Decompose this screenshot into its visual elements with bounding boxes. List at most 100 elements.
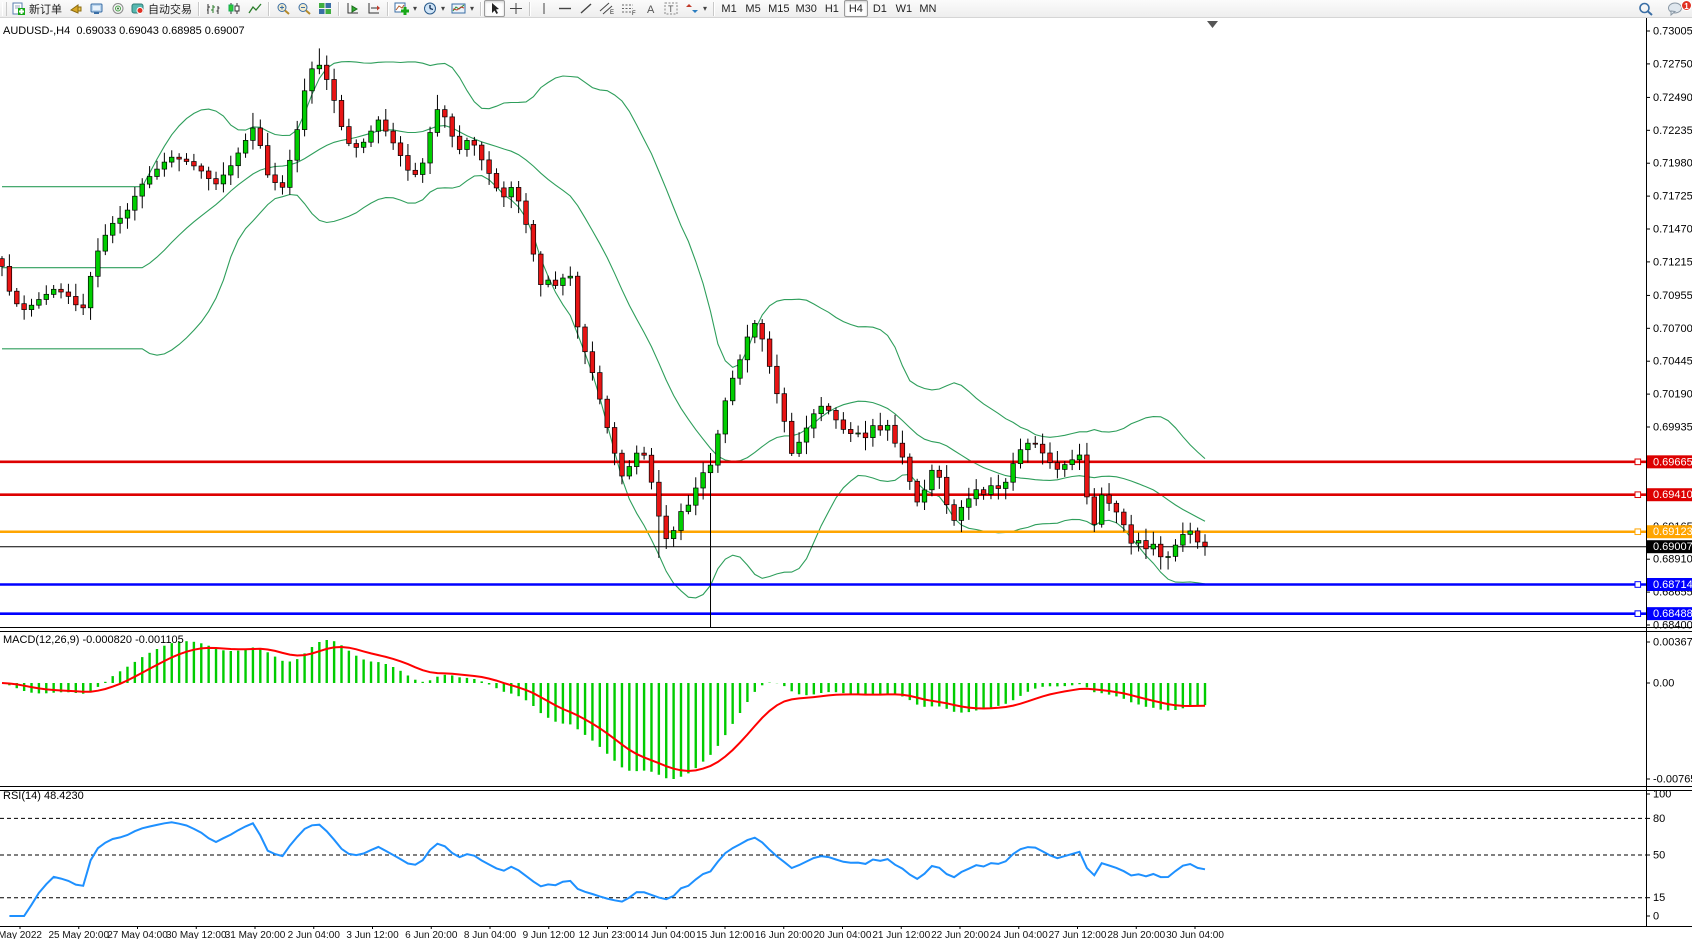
timeframe-group: M1 M5 M15 M30 H1 H4 D1 W1 MN	[717, 0, 940, 17]
timeframe-H4[interactable]: H4	[843, 0, 868, 17]
candle-down	[538, 253, 544, 285]
candle-down	[183, 158, 190, 162]
candle-up	[626, 466, 632, 477]
candle-up	[929, 469, 935, 491]
candle-down	[479, 144, 485, 161]
indicators-button[interactable]: ▾	[391, 0, 420, 17]
candle-up	[154, 168, 160, 177]
trendline-button[interactable]	[575, 0, 596, 17]
timeframe-M5[interactable]: M5	[745, 2, 761, 15]
equidistant-channel-button[interactable]: E	[596, 0, 618, 17]
timeframe-M15[interactable]: M15	[768, 2, 790, 15]
candle-down	[1194, 530, 1201, 543]
timeframe-M1[interactable]: M1	[721, 2, 737, 15]
toolbar-grip[interactable]	[2, 1, 7, 16]
candle-up	[1172, 544, 1179, 557]
arrows-icon	[685, 2, 699, 15]
candle-up	[870, 425, 876, 438]
zoom-in-button[interactable]	[272, 0, 293, 17]
toolbar-separator	[338, 1, 339, 16]
svg-text:F: F	[632, 11, 636, 15]
candle-up	[1010, 463, 1016, 483]
periods-button[interactable]: ▾	[420, 0, 448, 17]
timeframe-H1[interactable]: H1	[824, 2, 839, 15]
chat-button[interactable]: 1	[1664, 0, 1692, 18]
line-handle[interactable]	[1634, 528, 1642, 536]
candle-down	[530, 224, 537, 255]
macd-indicator-label: MACD(12,26,9) -0.000820 -0.001105	[3, 634, 184, 646]
candle-up	[730, 377, 736, 402]
rsi-axis-label: 15	[1653, 892, 1665, 904]
chart-window[interactable]: 0.73005 0.72750 0.72490 0.72235 0.71980 0.717…	[0, 18, 1692, 939]
candle-down	[353, 143, 359, 148]
time-axis-label: 3 Jun 12:00	[346, 930, 399, 939]
zoom-out-icon	[297, 2, 311, 15]
arrows-button[interactable]: ▾	[682, 0, 710, 17]
candlestick-button[interactable]	[223, 0, 244, 17]
candle-up	[634, 452, 640, 467]
rsi-indicator	[9, 821, 1206, 917]
bar-chart-icon	[206, 2, 220, 15]
cursor-button[interactable]	[484, 0, 506, 17]
search-button[interactable]	[1635, 1, 1656, 18]
arrows-dropdown-caret[interactable]: ▾	[703, 4, 708, 13]
chart-title: AUDUSD-,H4 0.69033 0.69043 0.68985 0.690…	[3, 25, 245, 37]
chart-plot[interactable]: 0.73005 0.72750 0.72490 0.72235 0.71980 0.717…	[0, 18, 1692, 939]
crosshair-button[interactable]	[505, 0, 526, 17]
timeframe-W1[interactable]: W1	[895, 2, 913, 15]
macd-axis-label: -0.007656	[1653, 774, 1692, 786]
autotrading-button[interactable]: 自动交易	[128, 0, 195, 17]
timeframe-M30[interactable]: M30	[795, 2, 817, 15]
terminal-button[interactable]	[86, 0, 107, 17]
bollinger-upper-band[interactable]	[2, 61, 1206, 460]
templates-dropdown-caret[interactable]: ▾	[470, 4, 475, 13]
new-order-button[interactable]: 新订单	[9, 0, 65, 17]
vertical-line-button[interactable]	[533, 0, 554, 17]
candle-down	[191, 161, 197, 167]
timeframe-MN[interactable]: MN	[919, 2, 937, 15]
indicators-dropdown-caret[interactable]: ▾	[413, 4, 418, 13]
bollinger-lower-band[interactable]	[2, 175, 1206, 599]
candle-up	[420, 162, 426, 175]
candle-down	[1054, 462, 1061, 470]
candle-down	[936, 469, 942, 478]
line-chart-button[interactable]	[244, 0, 265, 17]
line-handle[interactable]	[1634, 491, 1642, 499]
auto-scroll-button[interactable]	[342, 0, 363, 17]
horizontal-line-button[interactable]	[554, 0, 575, 17]
templates-button[interactable]: ▾	[448, 0, 477, 17]
bollinger-middle-band[interactable]	[2, 125, 1206, 522]
price-badge	[1647, 488, 1692, 502]
candle-down	[575, 275, 581, 328]
time-axis-label: 27 May 04:00	[107, 930, 168, 939]
candle-down	[1084, 454, 1090, 498]
candle-down	[1032, 442, 1038, 445]
line-handle[interactable]	[1634, 610, 1642, 617]
timeframe-D1[interactable]: D1	[872, 2, 887, 15]
text-button[interactable]: A	[640, 0, 661, 17]
time-axis-label: 22 Jun 20:00	[931, 930, 989, 939]
periods-dropdown-caret[interactable]: ▾	[441, 4, 446, 13]
tile-windows-button[interactable]	[314, 0, 335, 17]
text-label-button[interactable]: T	[661, 0, 682, 17]
zoom-out-button[interactable]	[293, 0, 314, 17]
autotrading-icon	[131, 2, 145, 15]
candle-down	[663, 515, 669, 540]
toolbar-separator	[268, 1, 269, 16]
fibonacci-button[interactable]: F	[618, 0, 640, 17]
candle-down	[781, 393, 787, 422]
horn-button[interactable]	[65, 0, 86, 17]
signal-button[interactable]	[107, 0, 128, 17]
candle-down	[206, 170, 212, 179]
chart-shift-marker[interactable]	[1207, 21, 1218, 28]
line-handle[interactable]	[1634, 458, 1642, 466]
toolbar-separator	[480, 1, 482, 16]
bar-chart-button[interactable]	[202, 0, 223, 17]
candle-down	[257, 127, 263, 146]
line-handle[interactable]	[1634, 581, 1642, 588]
candle-up	[1069, 459, 1075, 465]
candle-down	[1047, 452, 1053, 463]
time-axis-label: 14 Jun 04:00	[637, 930, 695, 939]
chart-shift-button[interactable]	[363, 0, 384, 17]
candle-up	[678, 511, 684, 531]
